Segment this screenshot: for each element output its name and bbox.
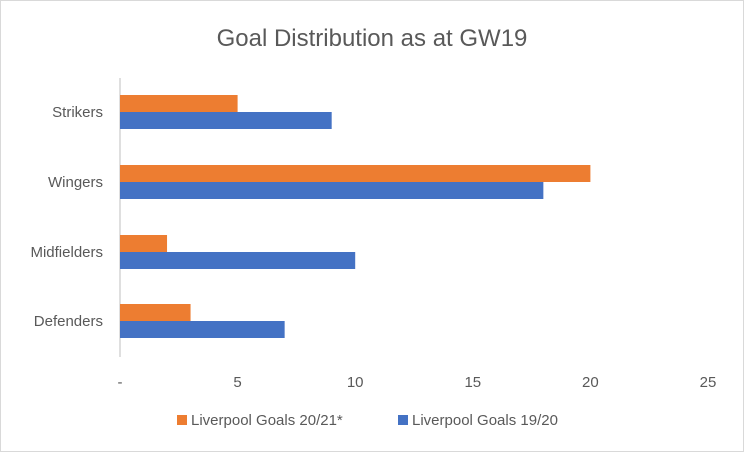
category-label-defenders: Defenders bbox=[34, 313, 103, 330]
bars-group bbox=[120, 95, 591, 338]
category-labels: Strikers Wingers Midfielders Defenders bbox=[30, 104, 103, 330]
x-tick-label: 15 bbox=[464, 374, 481, 391]
x-tick-label: - bbox=[118, 374, 123, 391]
bar-midfielders-series-1 bbox=[120, 235, 168, 252]
legend-label-2: Liverpool Goals 19/20 bbox=[412, 412, 558, 429]
x-tick-label: 5 bbox=[233, 374, 241, 391]
bar-strikers-series-1 bbox=[120, 95, 238, 112]
bar-strikers-series-2 bbox=[120, 112, 332, 129]
bar-defenders-series-1 bbox=[120, 304, 191, 321]
bar-wingers-series-2 bbox=[120, 182, 544, 199]
bar-midfielders-series-2 bbox=[120, 252, 356, 269]
legend: Liverpool Goals 20/21* Liverpool Goals 19… bbox=[177, 412, 558, 429]
x-tick-label: 10 bbox=[347, 374, 364, 391]
legend-swatch-2 bbox=[398, 415, 408, 425]
bar-wingers-series-1 bbox=[120, 165, 591, 182]
chart-title: Goal Distribution as at GW19 bbox=[217, 25, 528, 52]
category-label-midfielders: Midfielders bbox=[30, 244, 103, 261]
category-label-strikers: Strikers bbox=[52, 104, 103, 121]
bar-defenders-series-2 bbox=[120, 321, 285, 338]
x-tick-labels: - 5 10 15 20 25 bbox=[118, 374, 717, 391]
x-tick-label: 25 bbox=[700, 374, 717, 391]
x-tick-label: 20 bbox=[582, 374, 599, 391]
category-label-wingers: Wingers bbox=[48, 174, 103, 191]
legend-label-1: Liverpool Goals 20/21* bbox=[191, 412, 343, 429]
legend-swatch-1 bbox=[177, 415, 187, 425]
